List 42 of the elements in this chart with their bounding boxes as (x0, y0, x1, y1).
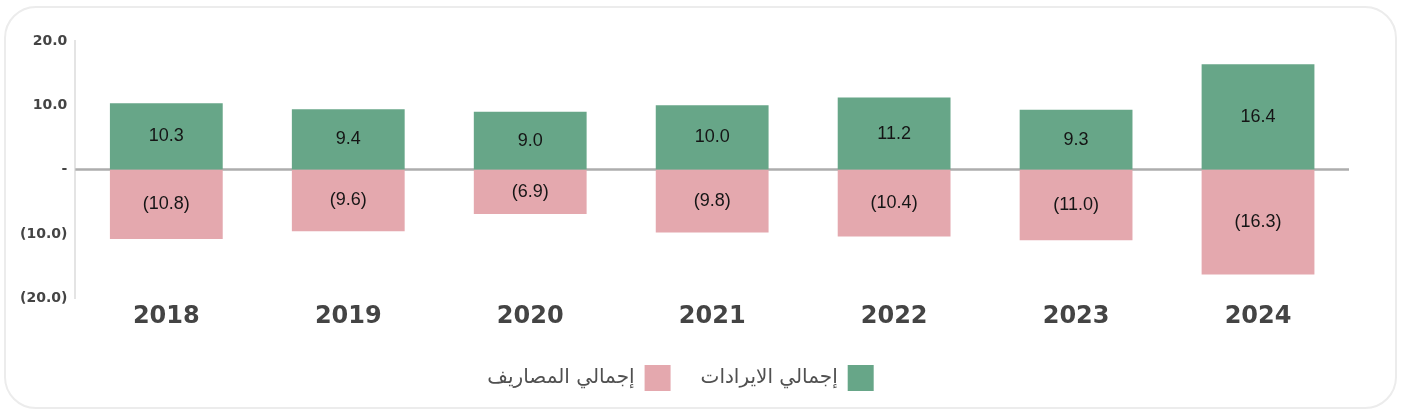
bar (109, 169, 223, 240)
x-tick-label: 2021 (678, 300, 746, 329)
x-tick-label: 2018 (132, 300, 200, 329)
bar (837, 97, 951, 170)
x-tick-label: 2022 (860, 300, 928, 329)
y-tick-label: 10.0 (32, 95, 68, 112)
bar (1201, 64, 1315, 170)
y-tick-label: 20.0 (32, 31, 68, 48)
x-tick-label: 2023 (1042, 300, 1110, 329)
data-label: 11.2 (877, 122, 911, 143)
bar (291, 109, 405, 170)
legend-label: إجمالي المصاريف (487, 364, 635, 390)
bar (1019, 109, 1133, 170)
y-tick-label: (10.0) (20, 224, 68, 241)
bar (1019, 169, 1133, 241)
data-label: (6.9) (511, 180, 549, 201)
x-tick-label: 2019 (314, 300, 382, 329)
data-label: 9.4 (335, 128, 361, 149)
data-label: 10.0 (694, 126, 730, 147)
bar (291, 169, 405, 232)
bar (473, 169, 587, 214)
legend-label: إجمالي الايرادات (700, 364, 838, 390)
bar (655, 105, 769, 170)
data-label: (16.3) (1234, 210, 1282, 231)
data-label: 9.0 (517, 129, 543, 150)
data-label: 16.4 (1240, 105, 1276, 126)
data-label: (10.4) (870, 192, 918, 212)
bar (1201, 169, 1315, 275)
y-tick-label: - (61, 160, 68, 177)
bar (473, 111, 587, 170)
bar (655, 169, 769, 233)
data-label: (9.6) (329, 189, 367, 210)
y-tick-label: (20.0) (20, 288, 68, 305)
data-label: (10.8) (142, 193, 190, 214)
data-label: (11.0) (1053, 193, 1099, 214)
x-tick-label: 2024 (1224, 300, 1292, 329)
bar (109, 103, 223, 170)
data-label: 9.3 (1063, 128, 1089, 149)
data-label: 10.3 (148, 125, 184, 146)
bar (837, 169, 951, 237)
x-tick-label: 2020 (496, 300, 564, 329)
data-label: (9.8) (693, 190, 731, 211)
